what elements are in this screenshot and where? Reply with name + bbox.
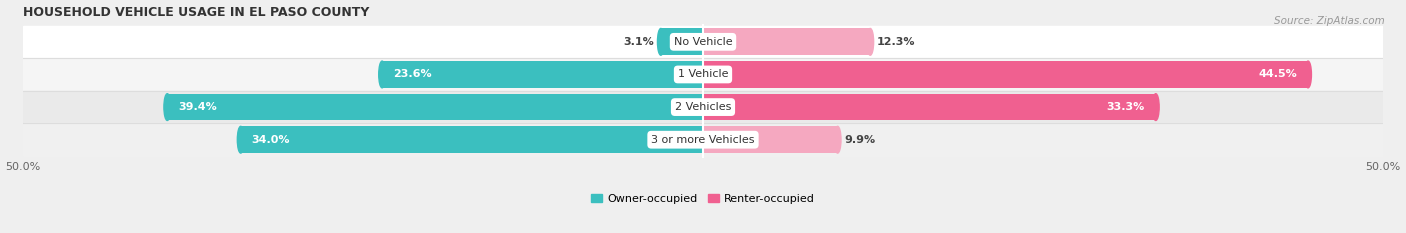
Bar [22, 26, 1384, 58]
Text: 34.0%: 34.0% [252, 135, 290, 145]
Text: 44.5%: 44.5% [1258, 69, 1298, 79]
Text: 3.1%: 3.1% [623, 37, 654, 47]
Bar [22, 123, 1384, 156]
Text: 12.3%: 12.3% [877, 37, 915, 47]
Text: 33.3%: 33.3% [1107, 102, 1144, 112]
Ellipse shape [165, 94, 170, 120]
Bar [661, 28, 703, 55]
Text: 3 or more Vehicles: 3 or more Vehicles [651, 135, 755, 145]
Bar [703, 28, 870, 55]
Bar [703, 94, 1156, 120]
Text: 39.4%: 39.4% [179, 102, 217, 112]
Ellipse shape [658, 28, 664, 55]
Bar [240, 126, 703, 153]
Bar [22, 58, 1384, 91]
Ellipse shape [1305, 61, 1312, 88]
Text: No Vehicle: No Vehicle [673, 37, 733, 47]
Ellipse shape [238, 126, 245, 153]
Bar [167, 94, 703, 120]
Text: 23.6%: 23.6% [394, 69, 432, 79]
Text: 2 Vehicles: 2 Vehicles [675, 102, 731, 112]
Ellipse shape [868, 28, 873, 55]
Text: 1 Vehicle: 1 Vehicle [678, 69, 728, 79]
Text: 9.9%: 9.9% [845, 135, 876, 145]
Text: HOUSEHOLD VEHICLE USAGE IN EL PASO COUNTY: HOUSEHOLD VEHICLE USAGE IN EL PASO COUNT… [22, 6, 370, 19]
Ellipse shape [378, 61, 385, 88]
Bar [703, 61, 1308, 88]
Text: Source: ZipAtlas.com: Source: ZipAtlas.com [1274, 16, 1385, 26]
Bar [382, 61, 703, 88]
Legend: Owner-occupied, Renter-occupied: Owner-occupied, Renter-occupied [586, 189, 820, 208]
Ellipse shape [834, 126, 841, 153]
Ellipse shape [1153, 94, 1159, 120]
Bar [22, 91, 1384, 123]
Bar [703, 126, 838, 153]
